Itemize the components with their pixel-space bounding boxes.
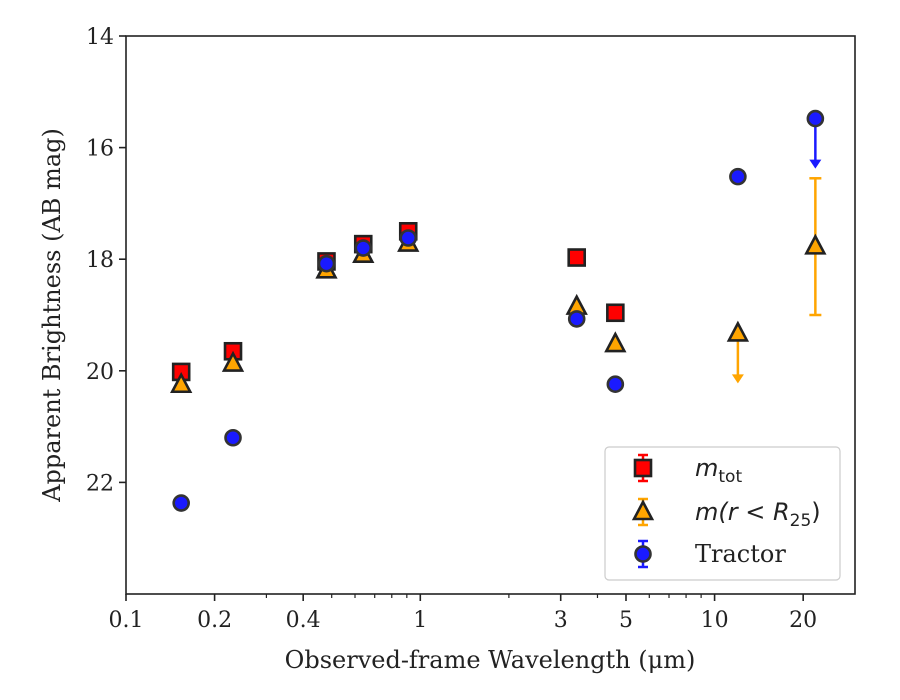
- legend-box: [604, 446, 841, 581]
- data-point: [224, 428, 242, 447]
- y-tick-label: 14: [86, 25, 114, 50]
- legend-label: Tractor: [695, 540, 786, 568]
- x-tick-label: 20: [789, 608, 817, 633]
- y-tick-label: 18: [86, 248, 114, 273]
- data-point: [567, 248, 587, 267]
- legend-label-subscript: tot: [718, 467, 742, 487]
- x-axis-title: Observed-frame Wavelength (μm): [285, 646, 696, 674]
- data-marks: [170, 109, 827, 512]
- x-tick-label: 0.2: [197, 608, 232, 633]
- legend-label-main: Tractor: [695, 540, 786, 568]
- y-tick-label: 20: [86, 360, 114, 385]
- data-point: [729, 167, 747, 186]
- legend-label: m(r < R25): [695, 498, 821, 531]
- x-tick-label: 0.4: [286, 608, 321, 633]
- data-point: [606, 303, 625, 323]
- data-point: [221, 350, 245, 372]
- legend: mtot m(r < R25) Tractor: [604, 446, 841, 581]
- y-tick-label: 22: [86, 471, 114, 496]
- legend-label-main: m: [695, 454, 718, 482]
- upper-limit-arrow: [731, 374, 744, 384]
- data-point: [172, 494, 190, 512]
- legend-label-subscript: 25: [790, 511, 812, 531]
- data-point: [354, 239, 373, 257]
- legend-marker-circle: [634, 545, 652, 563]
- data-point: [604, 331, 627, 353]
- data-point: [317, 254, 336, 273]
- data-point: [804, 233, 827, 255]
- data-point: [806, 109, 825, 128]
- x-tick-label: 10: [701, 608, 729, 633]
- data-point: [606, 375, 625, 393]
- y-tick-label: 16: [86, 137, 114, 162]
- x-tick-label: 0.1: [109, 608, 144, 633]
- data-point: [726, 320, 750, 342]
- y-axis: 14 16 18 20 22: [86, 25, 126, 496]
- upper-limit-arrow: [809, 159, 822, 169]
- x-tick-label: 3: [554, 608, 568, 633]
- x-axis: 0.1 0.2 0.4 1 3 5 10 20: [109, 594, 817, 633]
- data-point: [399, 229, 418, 247]
- series-circle: [172, 109, 825, 512]
- legend-label-close: ): [811, 498, 820, 526]
- data-point: [567, 310, 586, 328]
- legend-label-main: m(r < R: [695, 498, 790, 526]
- legend-marker-triangle: [631, 499, 655, 521]
- x-tick-label: 1: [413, 608, 427, 633]
- data-point: [170, 371, 193, 394]
- legend-marker-square: [633, 458, 653, 478]
- x-tick-label: 5: [619, 608, 633, 633]
- legend-label: mtot: [695, 454, 742, 487]
- plot-frame: [125, 35, 856, 595]
- y-axis-title: Apparent Brightness (AB mag): [38, 128, 66, 503]
